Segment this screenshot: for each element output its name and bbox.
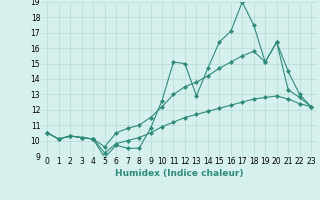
- X-axis label: Humidex (Indice chaleur): Humidex (Indice chaleur): [115, 169, 244, 178]
